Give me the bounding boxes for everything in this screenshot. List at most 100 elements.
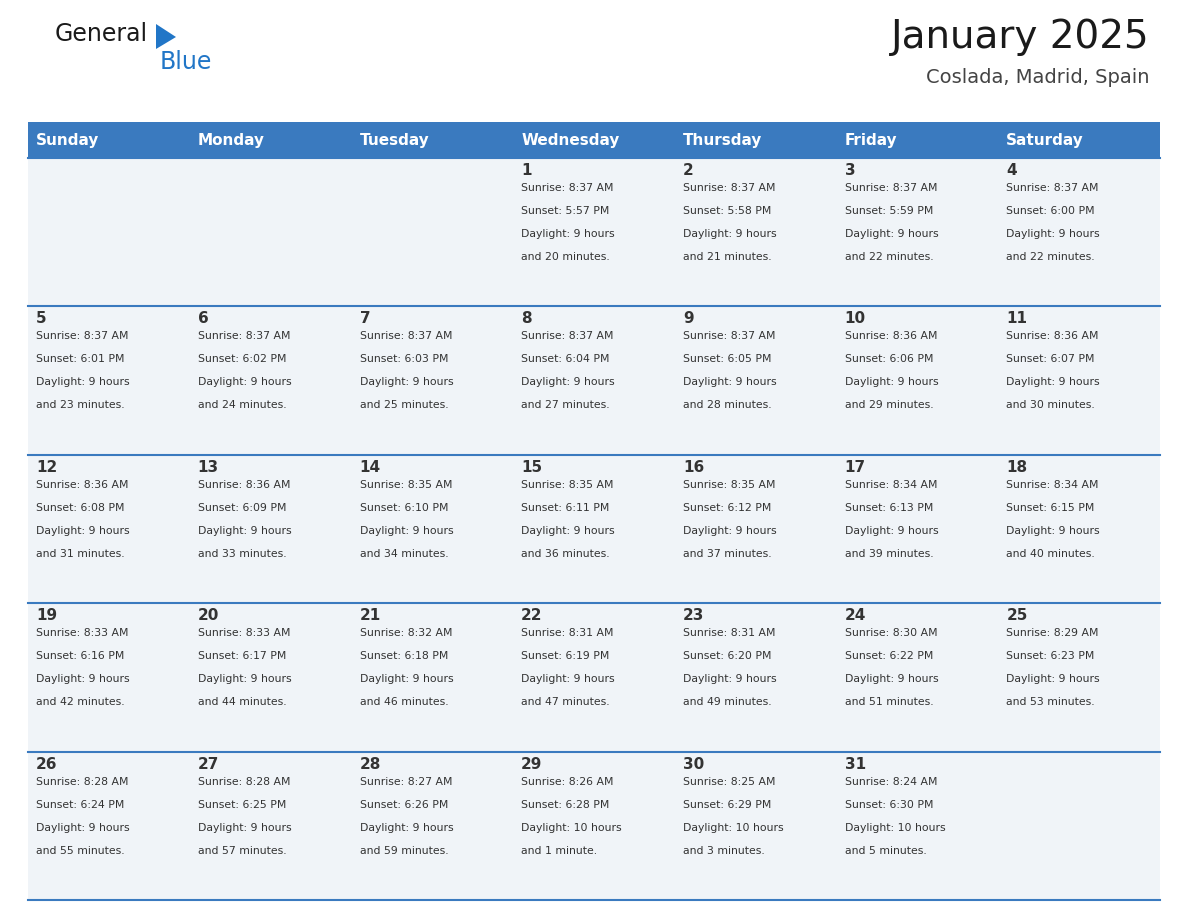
Text: Monday: Monday [197,132,265,148]
Text: and 25 minutes.: and 25 minutes. [360,400,448,410]
Text: 20: 20 [197,609,219,623]
Bar [190,122,352,158]
Text: and 55 minutes.: and 55 minutes. [36,845,125,856]
Text: Sunset: 5:58 PM: Sunset: 5:58 PM [683,206,771,216]
Text: Sunset: 6:02 PM: Sunset: 6:02 PM [197,354,286,364]
Text: Daylight: 10 hours: Daylight: 10 hours [522,823,621,833]
Text: and 40 minutes.: and 40 minutes. [1006,549,1095,559]
Bar [998,158,1159,307]
Text: Daylight: 9 hours: Daylight: 9 hours [683,229,777,239]
Text: 1: 1 [522,163,532,178]
Text: and 51 minutes.: and 51 minutes. [845,697,934,707]
Text: Sunset: 6:24 PM: Sunset: 6:24 PM [36,800,125,810]
Bar [352,752,513,900]
Text: and 30 minutes.: and 30 minutes. [1006,400,1095,410]
Text: Sunrise: 8:36 AM: Sunrise: 8:36 AM [36,480,128,490]
Text: 27: 27 [197,756,219,772]
Text: Sunrise: 8:25 AM: Sunrise: 8:25 AM [683,777,776,787]
Text: 14: 14 [360,460,380,475]
Text: and 23 minutes.: and 23 minutes. [36,400,125,410]
Bar [513,752,675,900]
Text: and 29 minutes.: and 29 minutes. [845,400,934,410]
Text: 2: 2 [683,163,694,178]
Text: and 27 minutes.: and 27 minutes. [522,400,609,410]
Text: 31: 31 [845,756,866,772]
Text: and 20 minutes.: and 20 minutes. [522,252,609,262]
Text: Sunset: 6:04 PM: Sunset: 6:04 PM [522,354,609,364]
Text: Sunrise: 8:37 AM: Sunrise: 8:37 AM [197,331,290,341]
Text: 13: 13 [197,460,219,475]
Text: Sunset: 6:13 PM: Sunset: 6:13 PM [845,503,933,513]
Text: Sunrise: 8:37 AM: Sunrise: 8:37 AM [360,331,451,341]
Text: Daylight: 9 hours: Daylight: 9 hours [360,377,453,387]
Bar [513,307,675,454]
Bar [998,603,1159,752]
Text: Sunrise: 8:31 AM: Sunrise: 8:31 AM [683,628,776,638]
Text: Sunset: 6:07 PM: Sunset: 6:07 PM [1006,354,1095,364]
Text: and 46 minutes.: and 46 minutes. [360,697,448,707]
Text: Daylight: 9 hours: Daylight: 9 hours [845,229,939,239]
Text: 12: 12 [36,460,57,475]
Bar [29,307,190,454]
Text: Sunrise: 8:37 AM: Sunrise: 8:37 AM [845,183,937,193]
Text: Daylight: 9 hours: Daylight: 9 hours [522,229,615,239]
Text: Sunrise: 8:35 AM: Sunrise: 8:35 AM [360,480,451,490]
Text: and 5 minutes.: and 5 minutes. [845,845,927,856]
Text: and 57 minutes.: and 57 minutes. [197,845,286,856]
Text: Daylight: 9 hours: Daylight: 9 hours [360,526,453,536]
Text: Friday: Friday [845,132,897,148]
Text: Daylight: 9 hours: Daylight: 9 hours [1006,229,1100,239]
Bar [190,454,352,603]
Bar [836,752,998,900]
Text: 28: 28 [360,756,381,772]
Text: 6: 6 [197,311,209,327]
Text: Sunrise: 8:35 AM: Sunrise: 8:35 AM [683,480,776,490]
Text: Daylight: 9 hours: Daylight: 9 hours [683,674,777,684]
Text: Sunset: 6:30 PM: Sunset: 6:30 PM [845,800,933,810]
Bar [998,122,1159,158]
Text: Daylight: 9 hours: Daylight: 9 hours [36,377,129,387]
Text: Sunset: 6:06 PM: Sunset: 6:06 PM [845,354,933,364]
Text: Sunrise: 8:37 AM: Sunrise: 8:37 AM [1006,183,1099,193]
Text: and 21 minutes.: and 21 minutes. [683,252,771,262]
Text: Sunset: 6:03 PM: Sunset: 6:03 PM [360,354,448,364]
Text: Sunset: 6:10 PM: Sunset: 6:10 PM [360,503,448,513]
Text: Sunrise: 8:35 AM: Sunrise: 8:35 AM [522,480,614,490]
Text: Daylight: 9 hours: Daylight: 9 hours [360,674,453,684]
Bar [675,752,836,900]
Bar [675,122,836,158]
Text: 8: 8 [522,311,532,327]
Text: Sunset: 6:22 PM: Sunset: 6:22 PM [845,651,933,661]
Text: and 31 minutes.: and 31 minutes. [36,549,125,559]
Bar [513,454,675,603]
Text: 29: 29 [522,756,543,772]
Text: 7: 7 [360,311,371,327]
Text: Daylight: 9 hours: Daylight: 9 hours [683,377,777,387]
Text: 18: 18 [1006,460,1028,475]
Bar [998,307,1159,454]
Text: Daylight: 9 hours: Daylight: 9 hours [522,377,615,387]
Text: Sunset: 6:20 PM: Sunset: 6:20 PM [683,651,771,661]
Bar [352,158,513,307]
Text: Daylight: 9 hours: Daylight: 9 hours [197,377,291,387]
Text: 16: 16 [683,460,704,475]
Text: Tuesday: Tuesday [360,132,429,148]
Text: and 36 minutes.: and 36 minutes. [522,549,609,559]
Bar [836,603,998,752]
Bar [675,307,836,454]
Text: Sunset: 6:18 PM: Sunset: 6:18 PM [360,651,448,661]
Text: Daylight: 9 hours: Daylight: 9 hours [360,823,453,833]
Text: Daylight: 9 hours: Daylight: 9 hours [683,526,777,536]
Bar [29,603,190,752]
Bar [190,307,352,454]
Polygon shape [156,24,176,49]
Text: Sunrise: 8:37 AM: Sunrise: 8:37 AM [683,331,776,341]
Text: Sunset: 6:15 PM: Sunset: 6:15 PM [1006,503,1095,513]
Text: Sunrise: 8:28 AM: Sunrise: 8:28 AM [36,777,128,787]
Text: Sunset: 6:25 PM: Sunset: 6:25 PM [197,800,286,810]
Bar [29,454,190,603]
Bar [352,603,513,752]
Text: Sunrise: 8:34 AM: Sunrise: 8:34 AM [845,480,937,490]
Text: Sunday: Sunday [36,132,100,148]
Text: Sunrise: 8:26 AM: Sunrise: 8:26 AM [522,777,614,787]
